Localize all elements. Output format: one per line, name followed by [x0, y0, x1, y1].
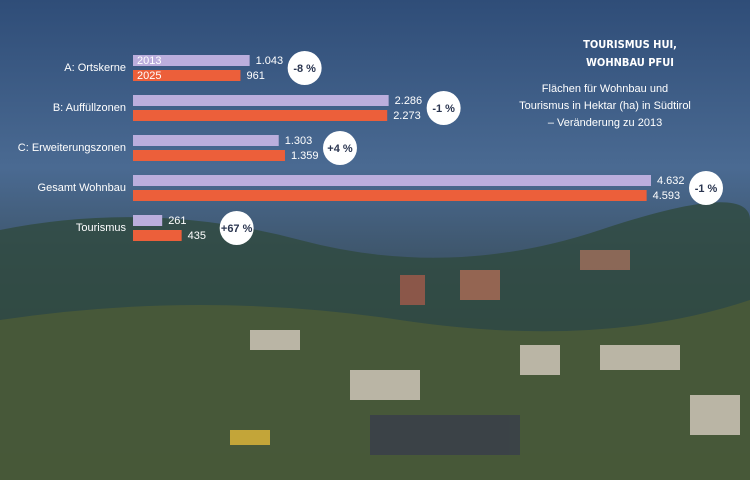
- value-label: 261: [168, 215, 186, 227]
- change-badge: [426, 91, 461, 125]
- bar: [133, 190, 647, 201]
- bar: [133, 95, 389, 106]
- chart-subtitle: Flächen für Wohnbau und: [542, 83, 668, 95]
- bar: [133, 175, 651, 186]
- value-label: 1.043: [256, 55, 284, 67]
- change-label: -1 %: [695, 183, 718, 195]
- bar: [133, 215, 163, 226]
- legend-label: 2013: [137, 55, 161, 67]
- category-label: C: Erweiterungszonen: [18, 142, 126, 154]
- change-badge: [219, 211, 254, 245]
- value-label: 961: [246, 70, 264, 82]
- value-label: 2.273: [393, 110, 421, 122]
- title: TOURISMUS HUI, WOHNBAU PFUI Flächen für Wo…: [519, 38, 691, 129]
- chart-title: TOURISMUS HUI,: [583, 38, 677, 51]
- value-label: 1.359: [291, 150, 319, 162]
- change-label: -8 %: [293, 63, 316, 75]
- chart-title: WOHNBAU PFUI: [586, 56, 674, 69]
- value-label: 4.593: [653, 190, 681, 202]
- bar: [133, 135, 279, 146]
- category-label: B: Auffüllzonen: [53, 102, 126, 114]
- change-badge: [322, 131, 357, 165]
- value-label: 2.286: [395, 95, 423, 107]
- change-label: +67 %: [221, 223, 253, 235]
- village: [230, 250, 740, 455]
- plot: A: Ortskerne 1.043 2013 961 2025 -8 % B: Auffü…: [18, 51, 723, 245]
- bar: [133, 55, 250, 66]
- legend-label: 2025: [137, 70, 161, 82]
- category-label: Gesamt Wohnbau: [38, 182, 126, 194]
- bar: [133, 110, 388, 121]
- value-label: 435: [188, 230, 206, 242]
- chart-subtitle: Tourismus in Hektar (ha) in Südtirol: [519, 100, 691, 112]
- change-badge: [689, 171, 723, 205]
- bar: [133, 150, 285, 161]
- bar: [133, 70, 241, 81]
- value-label: 4.632: [657, 175, 685, 187]
- value-label: 1.303: [285, 135, 313, 147]
- change-label: -1 %: [432, 103, 455, 115]
- chart-subtitle: – Veränderung zu 2013: [548, 117, 662, 129]
- category-label: Tourismus: [76, 222, 127, 234]
- category-label: A: Ortskerne: [64, 62, 126, 74]
- bar: [133, 230, 182, 241]
- change-badge: [287, 51, 322, 85]
- change-label: +4 %: [327, 143, 353, 155]
